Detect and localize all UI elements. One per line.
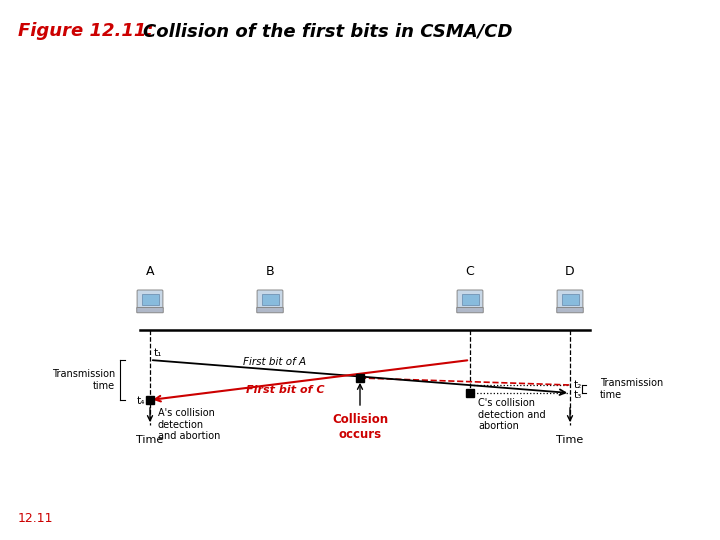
- Text: D: D: [565, 265, 575, 278]
- Text: A's collision
detection
and abortion: A's collision detection and abortion: [158, 408, 220, 441]
- FancyBboxPatch shape: [456, 307, 483, 313]
- Text: Transmission
time: Transmission time: [52, 369, 115, 391]
- Bar: [562, 294, 578, 305]
- Text: Collision
occurs: Collision occurs: [332, 413, 388, 441]
- Text: t₂: t₂: [574, 380, 582, 390]
- FancyBboxPatch shape: [137, 307, 163, 313]
- Bar: [462, 294, 479, 305]
- FancyBboxPatch shape: [137, 290, 163, 309]
- Text: Time: Time: [557, 435, 584, 445]
- Text: Collision of the first bits in CSMA/CD: Collision of the first bits in CSMA/CD: [143, 22, 513, 40]
- Bar: [261, 294, 279, 305]
- Text: t₁: t₁: [154, 348, 163, 358]
- Text: A: A: [145, 265, 154, 278]
- FancyBboxPatch shape: [557, 290, 583, 309]
- Bar: [142, 294, 158, 305]
- Text: Time: Time: [136, 435, 163, 445]
- Text: t₄: t₄: [137, 396, 145, 406]
- FancyBboxPatch shape: [557, 307, 583, 313]
- Text: Transmission
time: Transmission time: [600, 378, 663, 400]
- Text: C's collision
detection and
abortion: C's collision detection and abortion: [478, 398, 546, 431]
- Text: First bit of A: First bit of A: [243, 357, 307, 367]
- Text: t₃: t₃: [574, 390, 582, 400]
- Text: C: C: [466, 265, 474, 278]
- FancyBboxPatch shape: [257, 307, 283, 313]
- FancyBboxPatch shape: [457, 290, 483, 309]
- Text: Figure 12.11:: Figure 12.11:: [18, 22, 166, 40]
- Text: B: B: [266, 265, 274, 278]
- Text: 12.11: 12.11: [18, 512, 53, 525]
- FancyBboxPatch shape: [257, 290, 283, 309]
- Text: First bit of C: First bit of C: [246, 385, 324, 395]
